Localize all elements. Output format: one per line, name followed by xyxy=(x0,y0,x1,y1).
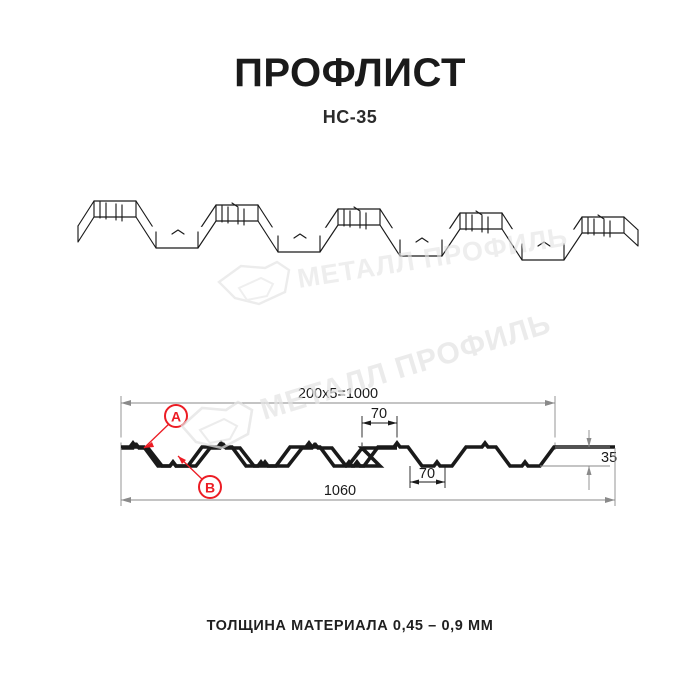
profile-3d-svg xyxy=(77,200,639,261)
dim-arrow-left-top-flat xyxy=(362,420,371,426)
dim-overall-width xyxy=(120,448,616,506)
dim-label-bottom-flat: 70 xyxy=(419,466,435,482)
dim-arrow-left-bottom-flat xyxy=(410,479,419,485)
dim-arrow-bottom-height xyxy=(586,466,592,475)
callout-a-leader xyxy=(143,421,172,449)
callout-b-label: B xyxy=(205,480,215,496)
dim-label-top-flat: 70 xyxy=(371,406,387,422)
dim-arrow-right-top-flat xyxy=(388,420,397,426)
callout-a-arrow xyxy=(144,442,154,448)
dim-arrow-right-pitch xyxy=(545,400,555,406)
profile-section-drawing: 200x5=1000 70 xyxy=(97,370,643,515)
dim-arrow-right-bottom-flat xyxy=(436,479,445,485)
dim-arrow-top-height xyxy=(586,438,592,447)
dim-arrow-left-pitch xyxy=(121,400,131,406)
dim-label-height: 35 xyxy=(601,450,617,466)
callout-b-arrow xyxy=(178,456,186,464)
dim-arrow-left-overall xyxy=(121,497,131,503)
dim-label-pitch-total: 200x5=1000 xyxy=(298,386,378,402)
profile-3d-view xyxy=(60,180,640,320)
callout-a-label: A xyxy=(171,409,181,425)
material-thickness-note: ТОЛЩИНА МАТЕРИАЛА 0,45 – 0,9 ММ xyxy=(206,618,494,634)
callout-b-circle xyxy=(198,475,222,499)
title-block: ПРОФЛИСТ НС-35 xyxy=(0,52,700,128)
profile-cross-section xyxy=(121,440,615,468)
dim-arrow-right-overall xyxy=(605,497,615,503)
page-title: ПРОФЛИСТ xyxy=(234,51,466,95)
dim-label-overall-width: 1060 xyxy=(324,483,356,499)
profile-section-svg: 200x5=1000 70 xyxy=(97,386,643,506)
profile-path-mask xyxy=(97,437,643,475)
product-model-label: НС-35 xyxy=(322,107,378,127)
callout-b: B xyxy=(177,455,222,499)
